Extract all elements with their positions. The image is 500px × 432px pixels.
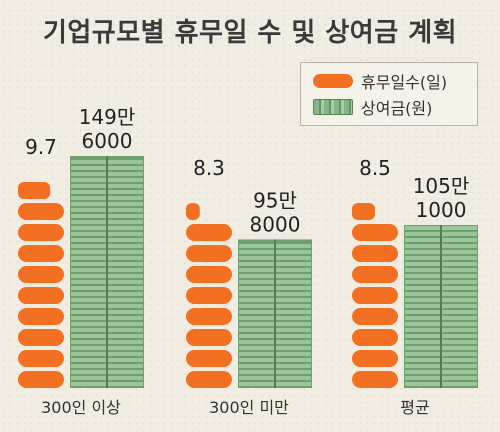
bonus-band-2 xyxy=(274,239,276,388)
day-capsule-2-2 xyxy=(186,350,232,367)
bonus-value-label-3-2: 1000 xyxy=(416,198,467,222)
day-capsule-3-3 xyxy=(352,329,398,346)
legend-swatch-days xyxy=(313,74,353,88)
category-label-1: 300인 이상 xyxy=(41,398,121,417)
day-capsule-partial-3 xyxy=(352,203,375,220)
bonus-value-label-1-1: 149만 xyxy=(79,105,136,129)
bonus-band-1 xyxy=(106,156,108,388)
category-label-2: 300인 미만 xyxy=(209,398,289,417)
day-capsule-1-5 xyxy=(18,287,64,304)
day-capsule-3-2 xyxy=(352,350,398,367)
day-capsule-partial-1 xyxy=(18,182,51,199)
day-capsule-3-1 xyxy=(352,371,398,388)
day-capsule-3-5 xyxy=(352,287,398,304)
legend: 휴무일수(일) 상여금(원) xyxy=(300,62,478,126)
chart-title: 기업규모별 휴무일 수 및 상여금 계획 xyxy=(42,18,458,48)
day-capsule-3-4 xyxy=(352,308,398,325)
day-capsule-1-8 xyxy=(18,224,64,241)
day-capsule-1-2 xyxy=(18,350,64,367)
day-capsule-2-6 xyxy=(186,266,232,283)
day-capsule-2-8 xyxy=(186,224,232,241)
bonus-value-label-3-1: 105만 xyxy=(413,174,470,198)
legend-item-days: 휴무일수(일) xyxy=(313,69,447,93)
bonus-band-3 xyxy=(440,225,442,388)
legend-label-bonus: 상여금(원) xyxy=(361,99,433,118)
day-capsule-2-3 xyxy=(186,329,232,346)
day-capsule-1-1 xyxy=(18,371,64,388)
bonus-value-label-2-1: 95만 xyxy=(253,188,297,212)
day-capsule-3-8 xyxy=(352,224,398,241)
day-capsule-1-6 xyxy=(18,266,64,283)
day-value-label-3: 8.5 xyxy=(359,156,391,180)
day-capsule-1-4 xyxy=(18,308,64,325)
day-capsule-1-7 xyxy=(18,245,64,262)
day-value-label-1: 9.7 xyxy=(25,135,57,159)
legend-item-bonus: 상여금(원) xyxy=(313,95,432,119)
day-capsule-2-1 xyxy=(186,371,232,388)
bonus-value-label-2-2: 8000 xyxy=(250,212,301,236)
day-value-label-2: 8.3 xyxy=(193,156,225,180)
day-capsule-partial-2 xyxy=(186,203,200,220)
day-capsule-2-7 xyxy=(186,245,232,262)
day-capsule-3-6 xyxy=(352,266,398,283)
bonus-value-label-1-2: 6000 xyxy=(82,129,133,153)
legend-label-days: 휴무일수(일) xyxy=(361,73,448,92)
legend-swatch-bonus xyxy=(313,99,353,115)
day-capsule-3-7 xyxy=(352,245,398,262)
category-label-3: 평균 xyxy=(400,398,429,417)
day-capsule-2-5 xyxy=(186,287,232,304)
day-capsule-1-3 xyxy=(18,329,64,346)
day-capsule-2-4 xyxy=(186,308,232,325)
day-capsule-1-9 xyxy=(18,203,64,220)
